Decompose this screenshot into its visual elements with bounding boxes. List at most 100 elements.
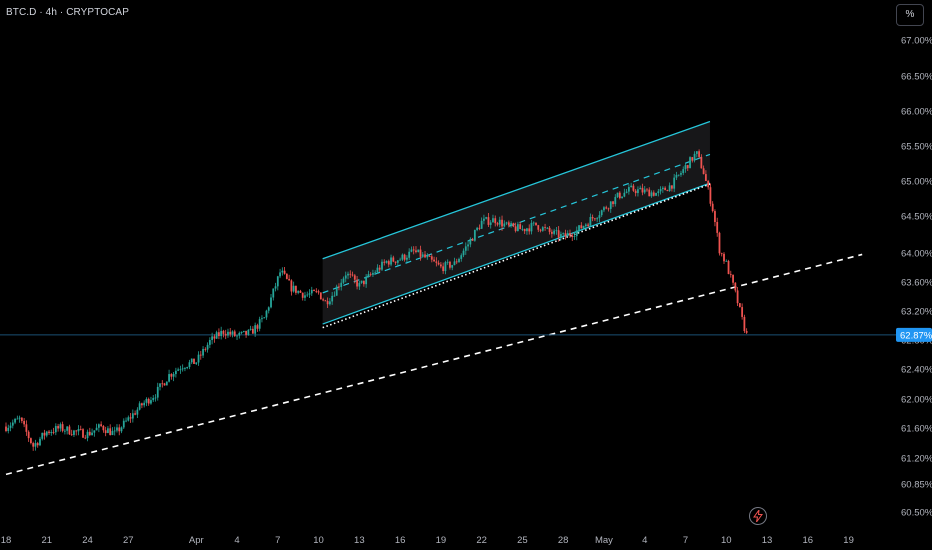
candle-body — [77, 429, 80, 432]
candle-body — [711, 203, 714, 212]
candle-body — [541, 227, 544, 231]
candle-body — [299, 290, 302, 293]
percent-scale-button[interactable]: % — [896, 4, 924, 26]
candle-body — [659, 189, 662, 192]
candle-body — [16, 418, 19, 420]
candle-body — [272, 288, 275, 298]
candle-body — [603, 207, 605, 211]
candle-body — [150, 400, 152, 404]
candle-body — [650, 192, 653, 197]
candle-body — [120, 427, 123, 432]
candle-body — [206, 344, 209, 350]
candle-body — [589, 217, 592, 226]
candle-body — [11, 422, 14, 426]
candle-body — [30, 438, 32, 444]
price-tick-label: 66.50% — [901, 72, 932, 83]
candle-body — [460, 255, 463, 259]
candle-body — [736, 290, 739, 304]
candle-body — [111, 431, 114, 436]
candle-body — [93, 430, 96, 433]
candle-body — [399, 259, 402, 261]
candle-body — [215, 332, 218, 339]
candle-body — [57, 426, 59, 429]
candles — [5, 149, 748, 451]
candle-body — [600, 210, 603, 216]
candle-body — [179, 369, 182, 371]
candle-body — [412, 249, 415, 251]
candle-body — [97, 424, 100, 428]
candle-body — [584, 224, 587, 227]
candle-body — [512, 223, 515, 227]
candle-body — [693, 153, 696, 161]
candle-body — [222, 330, 225, 334]
candle-body — [455, 261, 458, 263]
candle-body — [396, 260, 399, 263]
candle-body — [464, 246, 467, 251]
candle-body — [428, 256, 431, 257]
candle-body — [390, 257, 392, 265]
candle-body — [118, 427, 121, 432]
candle-body — [471, 239, 474, 241]
candle-body — [562, 233, 565, 235]
time-tick-label: 10 — [721, 535, 732, 546]
candle-body — [365, 276, 368, 285]
candle-body — [453, 261, 456, 266]
candle-body — [374, 272, 377, 274]
candle-body — [279, 272, 281, 277]
candle-body — [741, 307, 744, 317]
time-tick-label: 22 — [476, 535, 487, 546]
candle-body — [61, 424, 64, 431]
candle-body — [211, 336, 214, 341]
candle-body — [335, 286, 338, 296]
candle-body — [333, 295, 336, 297]
symbol-title[interactable]: BTC.D · 4h · CRYPTOCAP — [6, 7, 129, 18]
channel-drawing[interactable] — [322, 120, 711, 325]
candle-body — [195, 362, 198, 364]
candle-body — [122, 420, 125, 428]
candle-body — [548, 227, 551, 232]
candle-body — [591, 217, 594, 219]
candle-body — [356, 279, 358, 287]
candle-body — [113, 430, 116, 432]
candle-body — [84, 437, 87, 439]
candle-body — [202, 348, 204, 356]
time-tick-label: Apr — [189, 535, 204, 546]
candle-body — [342, 278, 345, 283]
candle-body — [378, 267, 381, 270]
candle-body — [281, 270, 284, 273]
candle-body — [594, 218, 596, 220]
candle-body — [451, 265, 454, 268]
price-tick-label: 67.00% — [901, 36, 932, 47]
candle-body — [401, 254, 404, 260]
candle-body — [408, 251, 411, 258]
candle-body — [52, 432, 55, 433]
candle-body — [247, 329, 250, 335]
candle-body — [358, 282, 361, 287]
candle-body — [147, 398, 150, 404]
candle-body — [319, 292, 322, 300]
candle-body — [444, 262, 447, 272]
candle-body — [242, 330, 245, 332]
trend-lines[interactable] — [5, 182, 863, 476]
lightning-icon[interactable] — [749, 507, 767, 525]
candle-body — [598, 215, 601, 219]
candle-body — [403, 254, 406, 260]
price-tick-label: 61.20% — [901, 454, 932, 465]
candle-body — [63, 430, 66, 432]
candle-body — [483, 218, 485, 221]
candle-body — [229, 331, 232, 335]
candle-body — [322, 299, 324, 301]
candle-body — [732, 274, 734, 283]
candle-body — [421, 254, 424, 257]
candle-body — [263, 317, 266, 319]
candle-body — [575, 230, 578, 237]
candle-body — [70, 434, 73, 436]
candle-body — [698, 151, 700, 157]
candle-body — [276, 276, 279, 287]
time-tick-label: 27 — [123, 535, 134, 546]
candle-body — [116, 427, 118, 431]
time-axis[interactable]: 18 21 24 27 Apr 4 7 10 13 16 19 22 25 28 May 4 7 10 13 16 19 — [1, 535, 854, 546]
candle-body — [7, 427, 10, 431]
price-axis[interactable]: 67.00% 66.50% 66.00% 65.50% 65.00% 64.50% 64.0… — [901, 36, 932, 519]
